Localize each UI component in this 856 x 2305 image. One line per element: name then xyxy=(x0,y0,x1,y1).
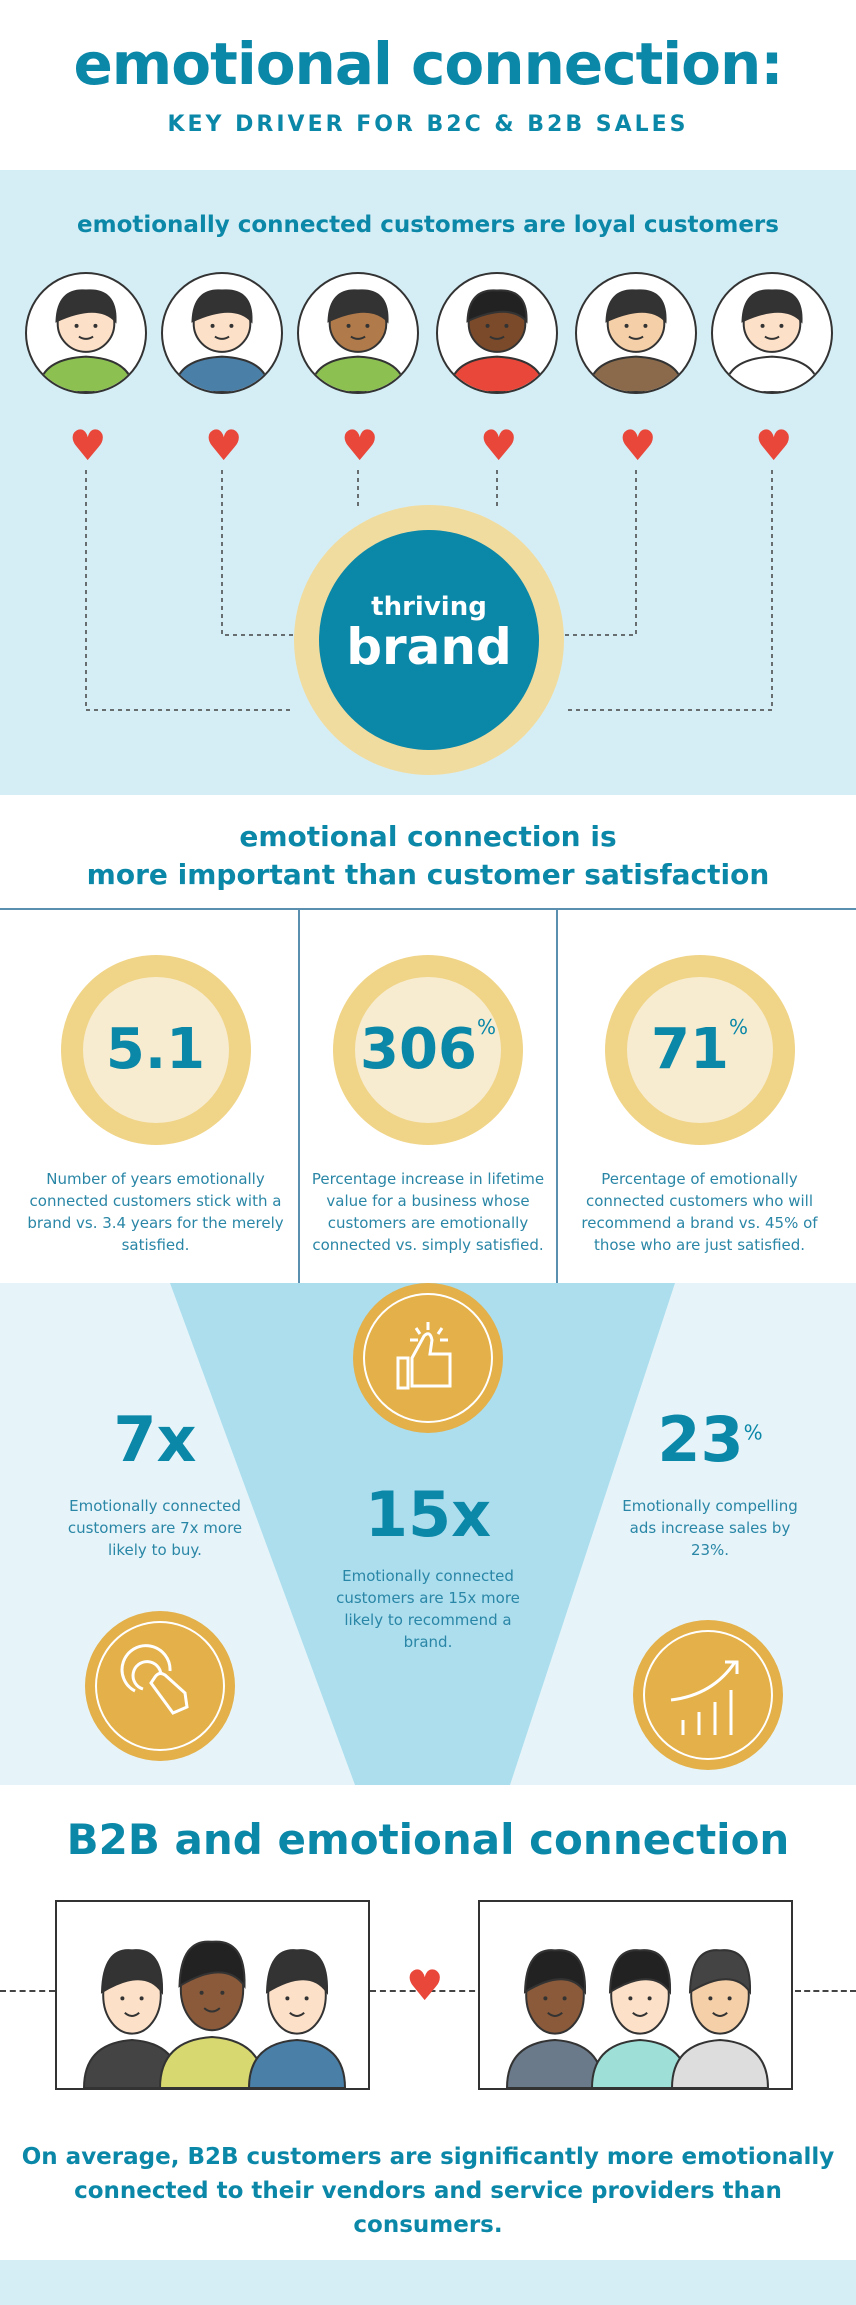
thriving-brand-badge: thriving brand xyxy=(294,505,564,775)
person-illustration xyxy=(173,289,271,392)
person-illustration xyxy=(590,1949,690,2088)
brand-small-text: thriving xyxy=(371,592,487,622)
stat-description: Number of years emotionally connected cu… xyxy=(27,1170,284,1254)
customer-avatar xyxy=(25,272,147,394)
b2b-customer-group xyxy=(478,1900,793,2090)
person-illustration xyxy=(448,289,546,392)
stat-suffix: % xyxy=(728,1015,748,1039)
stats-row: 5.1 Number of years emotionally connecte… xyxy=(0,908,856,1285)
person-illustration xyxy=(309,289,407,392)
person-illustration xyxy=(37,289,135,392)
growth-chart-icon xyxy=(670,1660,739,1735)
stat-23-text: Emotionally compelling ads increase sale… xyxy=(622,1497,798,1559)
person-illustration xyxy=(723,289,821,392)
stat-23-number: 23 xyxy=(657,1403,744,1476)
page-title: emotional connection: xyxy=(73,30,783,98)
customer-avatar xyxy=(575,272,697,394)
person-illustration xyxy=(158,1940,266,2088)
page-subtitle: KEY DRIVER FOR B2C & B2B SALES xyxy=(167,112,689,137)
person-illustration xyxy=(587,289,685,392)
stat-suffix: % xyxy=(476,1015,496,1039)
tap-hand-icon xyxy=(120,1644,189,1715)
importance-heading: emotional connection is more important t… xyxy=(0,818,856,894)
funnel-shape xyxy=(170,1283,675,1785)
stat-value: 5.1 xyxy=(105,1017,206,1082)
b2b-vendor-group xyxy=(55,1900,370,2090)
stat-value: 71 xyxy=(651,1017,729,1082)
b2b-description: On average, B2B customers are significan… xyxy=(21,2144,835,2238)
heart-icon: ♥ xyxy=(69,421,107,470)
stat-years: 5.1 Number of years emotionally connecte… xyxy=(13,910,298,1285)
stat-recommend: 71% Percentage of emotionally connected … xyxy=(556,910,841,1285)
person-illustration xyxy=(505,1949,605,2088)
stat-7x-text: Emotionally connected customers are 7x m… xyxy=(67,1497,243,1559)
gold-badge xyxy=(633,1620,783,1770)
footer-band xyxy=(0,2260,856,2305)
stat-description: Percentage of emotionally connected cust… xyxy=(581,1170,818,1254)
customer-avatar xyxy=(161,272,283,394)
heart-icon: ♥ xyxy=(205,421,243,470)
heart-icon: ♥ xyxy=(341,421,379,470)
loyal-section: emotionally connected customers are loya… xyxy=(0,170,856,795)
heart-icon: ♥ xyxy=(480,421,518,470)
customer-avatar xyxy=(436,272,558,394)
gold-badge xyxy=(85,1611,235,1761)
heart-icon: ♥ xyxy=(619,421,657,470)
loyal-heading: emotionally connected customers are loya… xyxy=(77,212,779,238)
stat-23-value: 23% xyxy=(610,1403,810,1476)
stat-7x-value: 7x xyxy=(113,1403,197,1476)
heart-icon: ♥ xyxy=(755,421,793,470)
person-illustration xyxy=(247,1949,347,2088)
stat-23-suffix: % xyxy=(743,1420,763,1445)
person-illustration xyxy=(670,1949,770,2088)
brand-big-text: brand xyxy=(346,618,512,676)
importance-line-1: emotional connection is xyxy=(239,820,617,853)
importance-line-2: more important than customer satisfactio… xyxy=(86,858,770,891)
stat-value: 306 xyxy=(360,1017,477,1082)
funnel-section: 7x Emotionally connected customers are 7… xyxy=(0,1283,856,1785)
customer-avatar xyxy=(711,272,833,394)
thumbs-up-icon xyxy=(396,1322,452,1390)
heart-icon: ♥ xyxy=(406,1961,444,2010)
stat-lifetime-value: 306% Percentage increase in lifetime val… xyxy=(298,910,556,1285)
stat-description: Percentage increase in lifetime value fo… xyxy=(311,1170,545,1254)
connector-lines xyxy=(85,470,773,711)
stat-15x-value: 15x xyxy=(364,1478,492,1551)
customer-avatar xyxy=(297,272,419,394)
stat-15x-text: Emotionally connected customers are 15x … xyxy=(336,1567,520,1651)
b2b-heading: B2B and emotional connection xyxy=(66,1815,790,1864)
gold-badge xyxy=(353,1283,503,1433)
